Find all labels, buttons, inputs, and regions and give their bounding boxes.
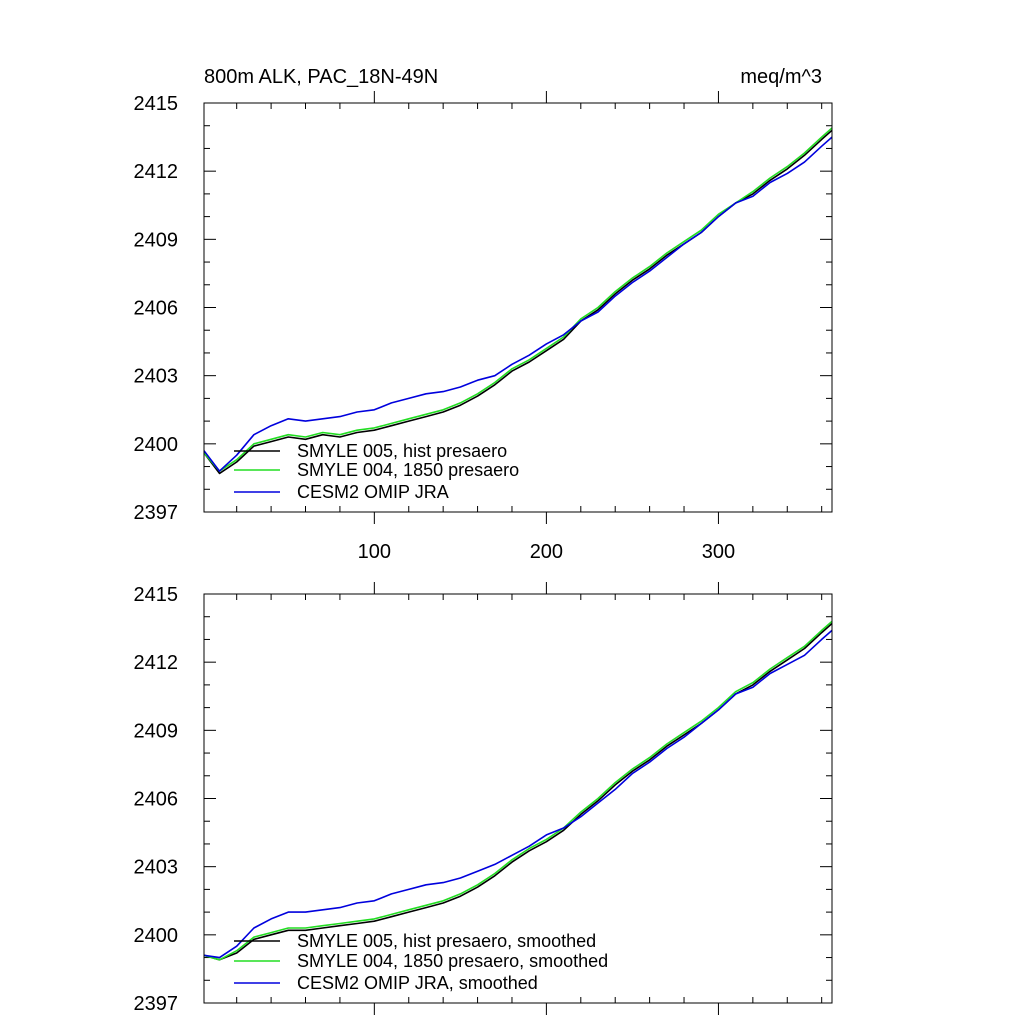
y-tick-label: 2409 <box>134 229 179 251</box>
legend-label: SMYLE 005, hist presaero, smoothed <box>297 931 596 951</box>
y-tick-label: 2403 <box>134 857 179 879</box>
chart-units: meq/m^3 <box>740 66 822 88</box>
y-tick-label: 2409 <box>134 720 179 742</box>
x-tick-label: 100 <box>358 541 391 563</box>
y-tick-label: 2415 <box>134 584 179 606</box>
x-tick-label: 300 <box>702 541 735 563</box>
y-tick-label: 2400 <box>134 925 179 947</box>
y-tick-label: 2406 <box>134 298 179 320</box>
legend-label: SMYLE 004, 1850 presaero, smoothed <box>297 951 608 971</box>
top-panel: 2397 2400 2403 2406 2409 2412 2415 100 200 300 SMY… <box>134 66 833 563</box>
legend-label: CESM2 OMIP JRA <box>297 482 449 502</box>
x-tick-label: 200 <box>530 541 563 563</box>
y-tick-label: 2412 <box>134 652 179 674</box>
plot-frame <box>203 102 833 513</box>
series-line-2 <box>203 136 833 472</box>
y-tick-label: 2397 <box>134 502 179 524</box>
series-line-2 <box>203 629 833 959</box>
y-tick-label: 2412 <box>134 161 179 183</box>
legend-label: SMYLE 004, 1850 presaero <box>297 460 519 480</box>
y-tick-label: 2403 <box>134 366 179 388</box>
y-tick-label: 2397 <box>134 993 179 1015</box>
legend-label: SMYLE 005, hist presaero <box>297 441 507 461</box>
y-tick-label: 2406 <box>134 789 179 811</box>
chart-title: 800m ALK, PAC_18N-49N <box>204 66 438 88</box>
bottom-panel: 2397 2400 2403 2406 2409 2412 2415 SMYLE 005, h… <box>134 582 833 1015</box>
plot-frame <box>203 593 833 1004</box>
y-tick-label: 2415 <box>134 93 179 115</box>
series-line-1 <box>203 620 833 961</box>
legend-label: CESM2 OMIP JRA, smoothed <box>297 973 538 993</box>
y-tick-label: 2400 <box>134 434 179 456</box>
